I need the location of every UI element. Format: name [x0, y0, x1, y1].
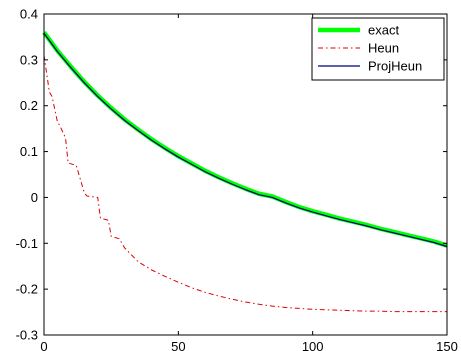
y-tick-label: 0 — [31, 190, 38, 205]
y-tick-label: -0.2 — [16, 282, 38, 297]
series-layer — [42, 31, 448, 313]
series-line-exact — [42, 31, 448, 248]
x-tick-label: 50 — [171, 339, 185, 351]
legend-label-projheun: ProjHeun — [368, 59, 422, 74]
legend: exact Heun ProjHeun — [311, 17, 445, 81]
legend-label-heun: Heun — [368, 41, 399, 56]
x-tick-label: 150 — [436, 339, 458, 351]
axes-layer: 0 50 100 150 -0.3 -0.2 -0.1 0 0.1 0.2 0.3 0.4 — [16, 7, 458, 351]
series-line-heun — [43, 55, 447, 313]
x-tick-label: 0 — [40, 339, 47, 351]
y-tick-label: -0.3 — [16, 328, 38, 343]
y-tick-label: 0.3 — [20, 52, 38, 67]
y-tick-label: 0.4 — [20, 7, 38, 22]
legend-label-exact: exact — [368, 23, 399, 38]
y-tick-label: -0.1 — [16, 236, 38, 251]
y-tick-label: 0.2 — [20, 98, 38, 113]
x-tick-label: 100 — [302, 339, 324, 351]
series-line-projheun — [43, 32, 448, 248]
axes-frame — [43, 13, 448, 336]
y-tick-label: 0.1 — [20, 144, 38, 159]
